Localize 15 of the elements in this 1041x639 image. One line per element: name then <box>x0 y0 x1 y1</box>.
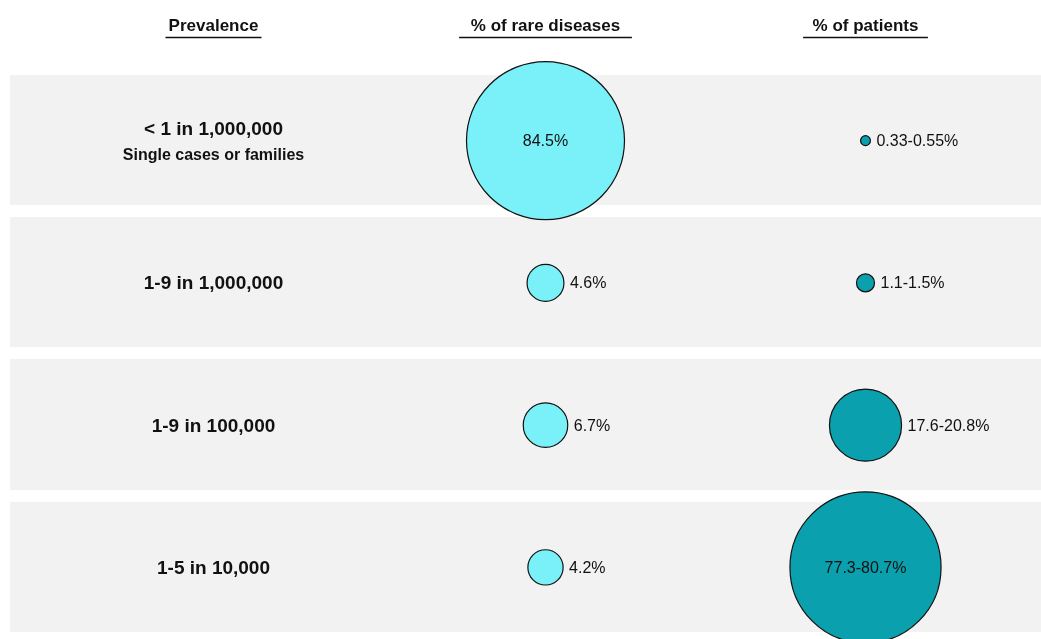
text: Prevalence <box>168 16 259 35</box>
category-label: 1-9 in 100,000 <box>151 414 276 436</box>
text: % of rare diseases <box>470 16 621 35</box>
data-label: 0.33-0.55% <box>876 132 959 150</box>
data-label: 84.5% <box>522 132 569 150</box>
text: % of patients <box>812 16 919 35</box>
data-label: 6.7% <box>573 416 611 434</box>
data-label: 4.6% <box>569 274 607 292</box>
data-label: 77.3-80.7% <box>824 558 907 576</box>
category-label: 1-5 in 10,000 <box>156 556 271 578</box>
data-label: 4.2% <box>569 558 606 576</box>
category-label: 1-9 in 1,000,000 <box>143 272 284 294</box>
category-label: < 1 in 1,000,000 Single cases or families <box>122 118 305 164</box>
data-label: 1.1-1.5% <box>880 274 945 292</box>
data-label: 17.6-20.8% <box>907 416 990 434</box>
